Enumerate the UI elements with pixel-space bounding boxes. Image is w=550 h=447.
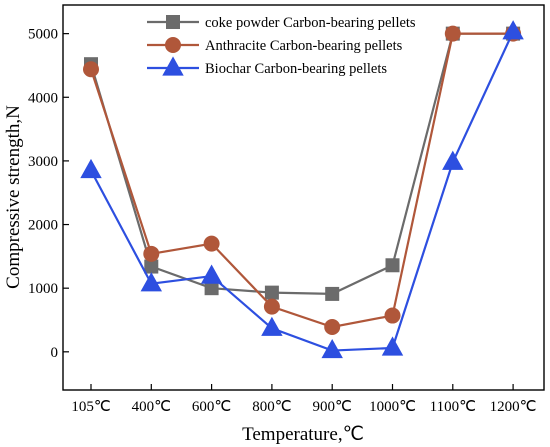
- series-line: [89, 32, 514, 296]
- x-tick-label: 1000℃: [369, 399, 416, 415]
- series-layer: [80, 20, 524, 359]
- data-point: [203, 235, 220, 252]
- x-tick-label: 600℃: [192, 399, 231, 415]
- y-tick-label: 3000: [28, 154, 58, 170]
- series-line: [90, 31, 515, 352]
- data-point: [261, 316, 283, 336]
- x-tick-label: 900℃: [313, 399, 352, 415]
- legend-marker: [165, 37, 181, 53]
- data-point: [321, 338, 343, 359]
- legend-item: coke powder Carbon-bearing pellets: [147, 15, 416, 31]
- y-tick-label: 1000: [28, 281, 58, 297]
- data-point: [263, 298, 280, 315]
- legend: coke powder Carbon-bearing pellets Anthra…: [147, 15, 416, 77]
- data-point: [384, 307, 401, 324]
- legend-label: coke powder Carbon-bearing pellets: [205, 15, 416, 31]
- data-point: [140, 272, 163, 292]
- data-point: [200, 264, 223, 284]
- data-point: [80, 158, 102, 179]
- data-point: [324, 319, 341, 335]
- series-line: [89, 32, 514, 329]
- data-point: [444, 25, 461, 42]
- y-tick-label: 0: [51, 345, 59, 361]
- data-point: [264, 285, 279, 300]
- data-point: [442, 150, 464, 170]
- data-point: [143, 245, 160, 262]
- legend-item: Biochar Carbon-bearing pellets: [147, 56, 387, 77]
- data-point: [144, 259, 159, 274]
- x-tick-label: 1100℃: [430, 399, 476, 415]
- legend-label: Anthracite Carbon-bearing pellets: [205, 38, 403, 54]
- data-point: [385, 258, 400, 273]
- legend-marker: [166, 15, 180, 29]
- x-axis-label: Temperature,℃: [242, 424, 364, 445]
- series-3: [80, 20, 524, 359]
- x-tick-label: 400℃: [132, 399, 171, 415]
- legend-item: Anthracite Carbon-bearing pellets: [147, 37, 403, 54]
- legend-marker: [162, 56, 184, 76]
- y-axis-ticks: 0 1000 2000 3000 4000 5000: [28, 27, 69, 361]
- x-tick-label: 800℃: [252, 399, 291, 415]
- x-tick-label: 105℃: [71, 399, 110, 415]
- data-point: [502, 20, 524, 40]
- x-tick-label: 1200℃: [490, 399, 537, 415]
- data-point: [83, 61, 99, 78]
- plot-frame: [62, 4, 545, 391]
- y-tick-label: 4000: [28, 90, 58, 106]
- data-point: [381, 336, 404, 356]
- legend-label: Biochar Carbon-bearing pellets: [205, 61, 387, 77]
- y-axis-label: Compressive strength,N: [3, 105, 24, 289]
- data-point: [325, 286, 340, 301]
- y-tick-label: 2000: [28, 218, 58, 234]
- x-axis-ticks: 105℃ 400℃ 600℃ 800℃ 900℃ 1000℃ 1100℃ 1200℃: [71, 384, 537, 415]
- y-tick-label: 5000: [28, 27, 58, 43]
